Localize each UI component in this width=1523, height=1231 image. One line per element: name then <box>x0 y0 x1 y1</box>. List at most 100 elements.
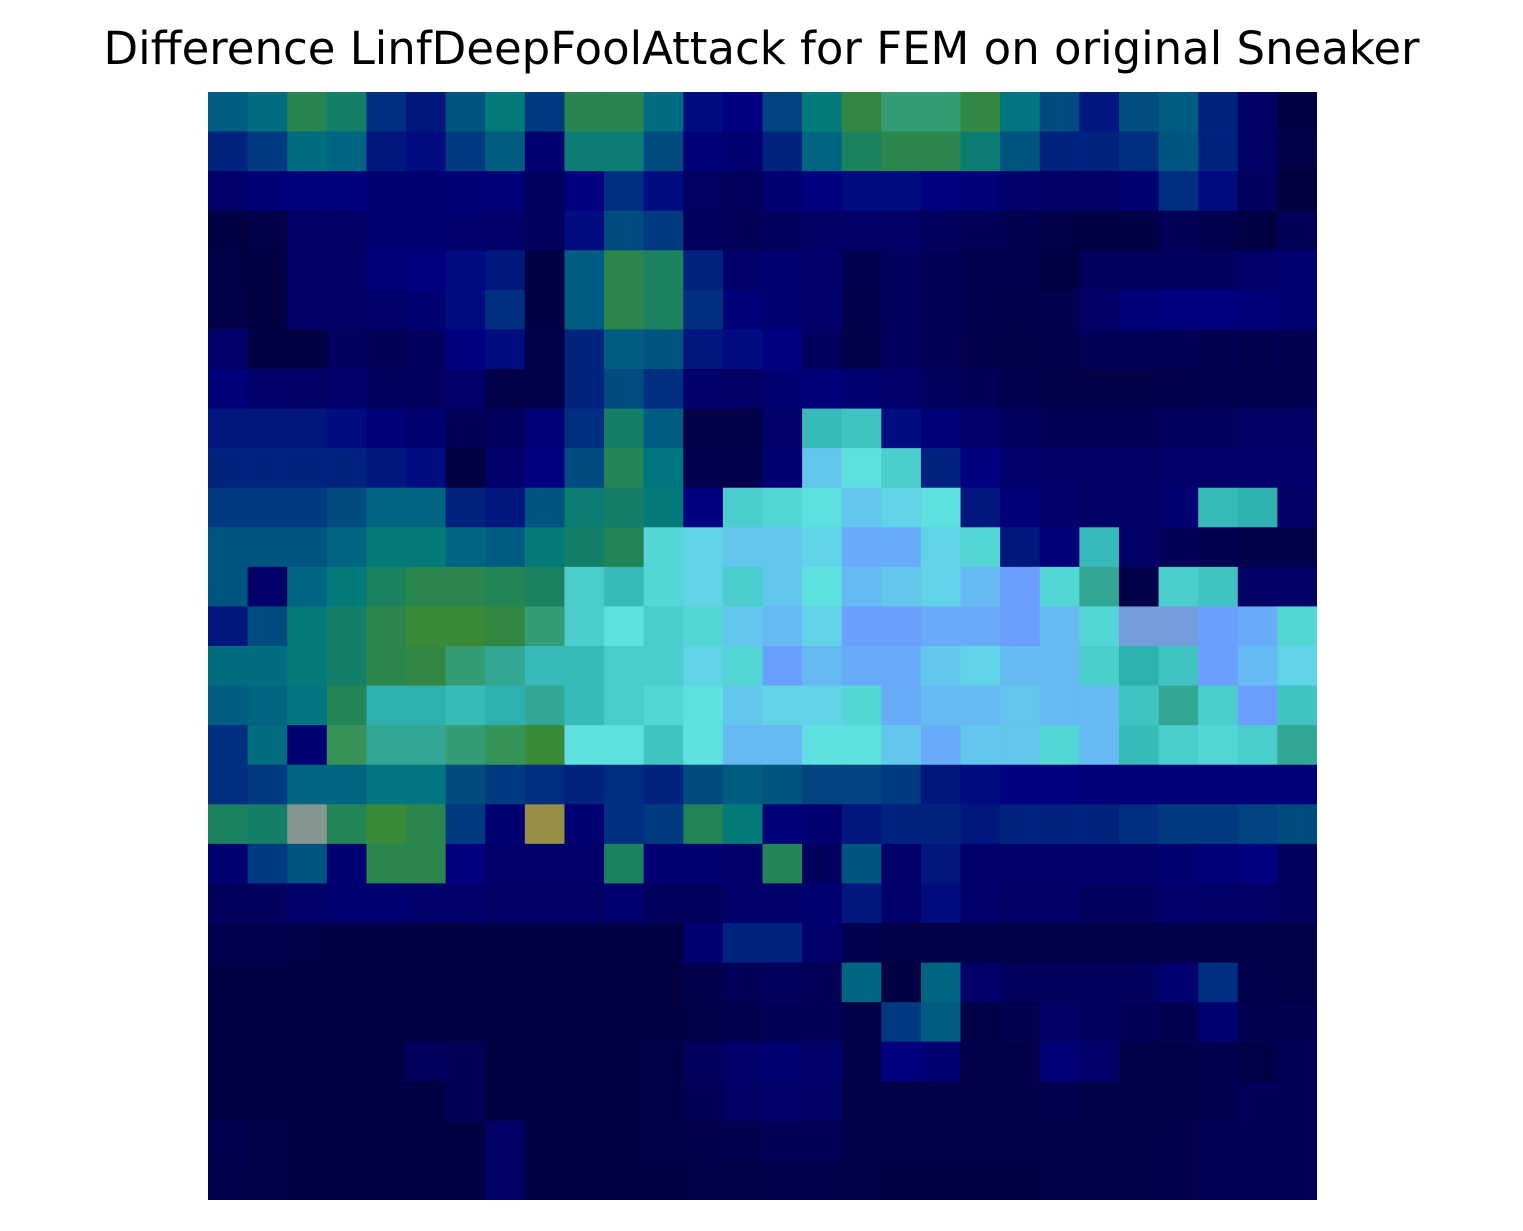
heatmap-cell-r6-c7 <box>485 329 526 370</box>
heatmap-cell-r14-c2 <box>287 646 328 687</box>
heatmap-cell-r25-c13 <box>722 1081 764 1122</box>
heatmap-cell-r23-c10 <box>604 1002 645 1043</box>
heatmap-cell-r3-c10 <box>604 210 645 251</box>
heatmap-cell-r23-c13 <box>722 1002 764 1043</box>
heatmap-cell-r5-c8 <box>524 289 566 331</box>
heatmap-cell-r11-c23 <box>1118 527 1160 568</box>
heatmap-cell-r7-c6 <box>445 369 486 410</box>
heatmap-cell-r15-c4 <box>366 685 407 726</box>
heatmap-cell-r16-c11 <box>643 725 684 766</box>
heatmap-cell-r27-c19 <box>960 1160 1001 1200</box>
heatmap-cell-r25-c21 <box>1039 1081 1080 1122</box>
heatmap-cell-r2-c17 <box>881 171 922 212</box>
heatmap-cell-r14-c18 <box>920 646 962 687</box>
heatmap-cell-r2-c18 <box>920 171 962 212</box>
heatmap-cell-r10-c0 <box>208 487 249 528</box>
heatmap-plot <box>208 92 1317 1200</box>
heatmap-cell-r26-c15 <box>802 1120 843 1162</box>
heatmap-cell-r5-c1 <box>247 289 288 331</box>
heatmap-cell-r19-c9 <box>564 843 605 885</box>
heatmap-cell-r16-c26 <box>1237 725 1278 766</box>
heatmap-cell-r13-c4 <box>366 606 407 647</box>
heatmap-cell-r10-c6 <box>445 487 486 528</box>
heatmap-cell-r27-c2 <box>287 1160 328 1200</box>
heatmap-cell-r15-c2 <box>287 685 328 726</box>
heatmap-cell-r10-c11 <box>643 487 684 528</box>
heatmap-cell-r15-c22 <box>1079 685 1120 726</box>
heatmap-cell-r11-c11 <box>643 527 684 568</box>
heatmap-cell-r0-c10 <box>604 92 645 133</box>
heatmap-cell-r6-c11 <box>643 329 684 370</box>
heatmap-cell-r9-c25 <box>1198 448 1239 489</box>
heatmap-cell-r22-c11 <box>643 962 684 1003</box>
heatmap-cell-r7-c27 <box>1277 369 1317 410</box>
heatmap-cell-r25-c9 <box>564 1081 605 1122</box>
heatmap-cell-r2-c19 <box>960 171 1001 212</box>
heatmap-cell-r24-c2 <box>287 1041 328 1082</box>
heatmap-cell-r7-c8 <box>524 369 566 410</box>
heatmap-cell-r27-c14 <box>762 1160 803 1200</box>
heatmap-cell-r6-c17 <box>881 329 922 370</box>
heatmap-cell-r24-c7 <box>485 1041 526 1082</box>
heatmap-cell-r14-c13 <box>722 646 764 687</box>
heatmap-cell-r13-c26 <box>1237 606 1278 647</box>
heatmap-cell-r11-c16 <box>841 527 882 568</box>
heatmap-cell-r6-c0 <box>208 329 249 370</box>
heatmap-cell-r8-c2 <box>287 408 328 449</box>
heatmap-cell-r11-c22 <box>1079 527 1120 568</box>
heatmap-cell-r23-c9 <box>564 1002 605 1043</box>
heatmap-cell-r7-c20 <box>1000 369 1041 410</box>
heatmap-cell-r22-c4 <box>366 962 407 1003</box>
heatmap-cell-r2-c24 <box>1158 171 1199 212</box>
heatmap-cell-r12-c23 <box>1118 566 1160 608</box>
heatmap-cell-r20-c10 <box>604 883 645 924</box>
heatmap-cell-r5-c2 <box>287 289 328 331</box>
heatmap-cell-r2-c23 <box>1118 171 1160 212</box>
heatmap-cell-r12-c10 <box>604 566 645 608</box>
heatmap-cell-r21-c27 <box>1277 923 1317 964</box>
heatmap-cell-r16-c12 <box>683 725 724 766</box>
heatmap-cell-r1-c0 <box>208 131 249 172</box>
heatmap-cell-r27-c13 <box>722 1160 764 1200</box>
heatmap-cell-r18-c12 <box>683 804 724 845</box>
heatmap-cell-r19-c27 <box>1277 843 1317 885</box>
heatmap-cell-r6-c26 <box>1237 329 1278 370</box>
heatmap-cell-r23-c2 <box>287 1002 328 1043</box>
heatmap-cell-r10-c15 <box>802 487 843 528</box>
heatmap-cell-r7-c24 <box>1158 369 1199 410</box>
heatmap-cell-r8-c13 <box>722 408 764 449</box>
heatmap-cell-r24-c22 <box>1079 1041 1120 1082</box>
heatmap-cell-r19-c6 <box>445 843 486 885</box>
heatmap-cell-r16-c14 <box>762 725 803 766</box>
heatmap-cell-r21-c24 <box>1158 923 1199 964</box>
heatmap-cell-r8-c27 <box>1277 408 1317 449</box>
heatmap-cell-r25-c5 <box>406 1081 447 1122</box>
heatmap-cell-r11-c8 <box>524 527 566 568</box>
heatmap-cell-r27-c25 <box>1198 1160 1239 1200</box>
heatmap-cell-r19-c16 <box>841 843 882 885</box>
heatmap-cell-r25-c18 <box>920 1081 962 1122</box>
heatmap-cell-r7-c18 <box>920 369 962 410</box>
heatmap-cell-r26-c24 <box>1158 1120 1199 1162</box>
heatmap-cell-r21-c23 <box>1118 923 1160 964</box>
heatmap-cell-r0-c13 <box>722 92 764 133</box>
heatmap-cell-r6-c27 <box>1277 329 1317 370</box>
heatmap-cell-r3-c3 <box>326 210 368 251</box>
heatmap-cell-r23-c27 <box>1277 1002 1317 1043</box>
heatmap-cell-r26-c27 <box>1277 1120 1317 1162</box>
heatmap-cell-r11-c24 <box>1158 527 1199 568</box>
heatmap-cell-r21-c21 <box>1039 923 1080 964</box>
heatmap-cell-r4-c23 <box>1118 250 1160 291</box>
heatmap-cell-r9-c12 <box>683 448 724 489</box>
heatmap-cell-r11-c17 <box>881 527 922 568</box>
heatmap-cell-r27-c7 <box>485 1160 526 1200</box>
heatmap-cell-r27-c1 <box>247 1160 288 1200</box>
heatmap-cell-r11-c0 <box>208 527 249 568</box>
heatmap-cell-r23-c3 <box>326 1002 368 1043</box>
heatmap-cell-r17-c2 <box>287 764 328 805</box>
heatmap-cell-r19-c0 <box>208 843 249 885</box>
heatmap-cell-r1-c27 <box>1277 131 1317 172</box>
heatmap-cell-r17-c6 <box>445 764 486 805</box>
heatmap-cell-r5-c27 <box>1277 289 1317 331</box>
heatmap-cell-r12-c0 <box>208 566 249 608</box>
